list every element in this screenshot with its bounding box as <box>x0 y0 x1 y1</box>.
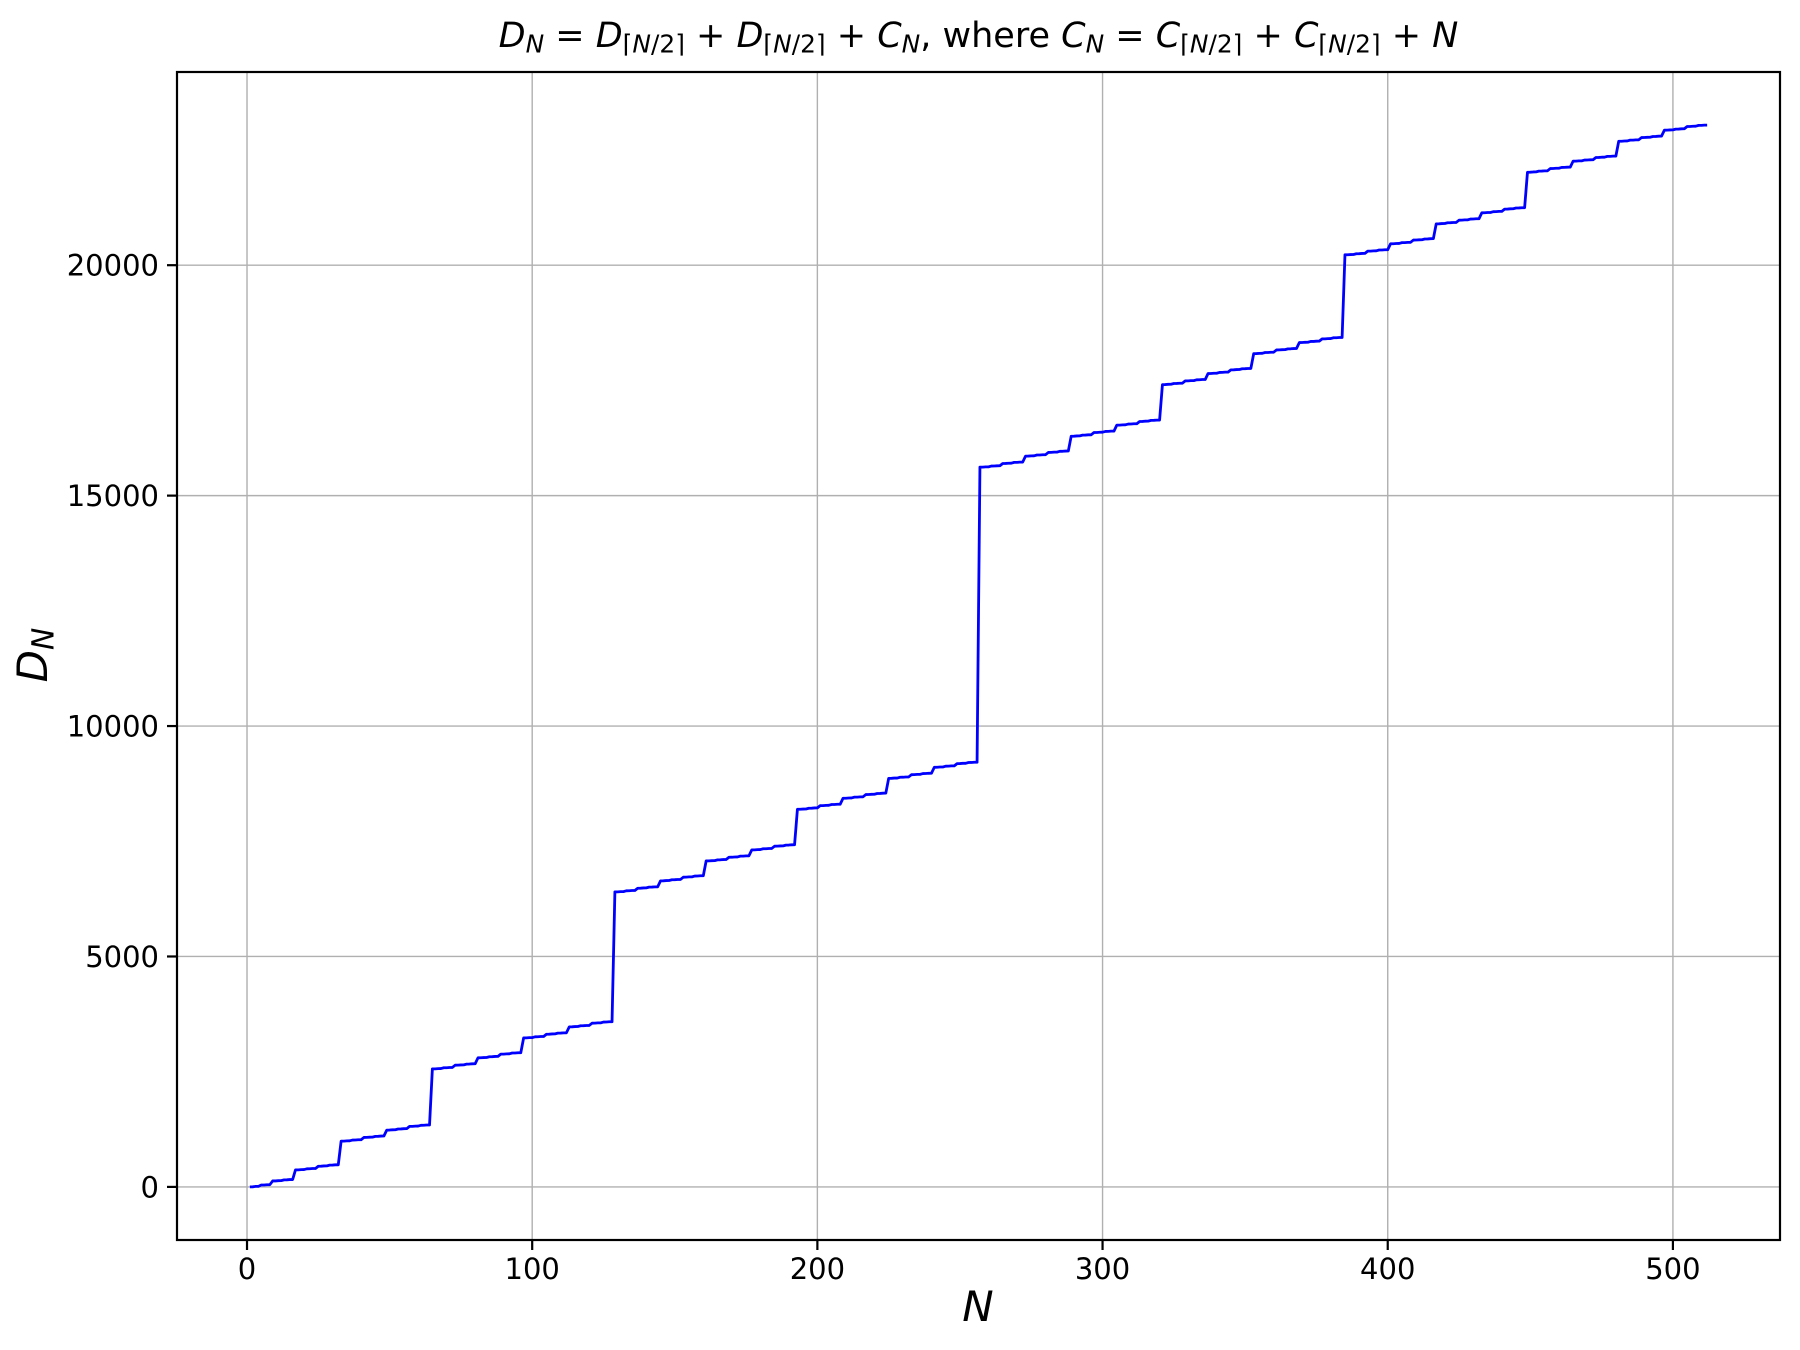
y-tick-label: 5000 <box>85 940 159 974</box>
math-segment: N <box>632 29 651 59</box>
math-segment: ⌈ <box>763 29 774 59</box>
math-segment: ⌉ <box>675 29 685 59</box>
math-segment: /2 <box>651 29 676 59</box>
math-segment: + <box>1242 16 1294 56</box>
math-segment: D <box>736 16 764 56</box>
math-segment: N <box>1189 29 1209 59</box>
y-axis-label: DN <box>8 560 62 750</box>
x-tick-label: 100 <box>505 1252 560 1286</box>
math-segment: C <box>1293 16 1319 56</box>
math-segment: = <box>1104 16 1156 56</box>
math-segment: + <box>1380 16 1433 56</box>
math-segment: ⌈ <box>1180 29 1190 59</box>
math-segment: , where <box>920 16 1062 56</box>
y-tick-label: 15000 <box>67 479 159 513</box>
math-segment: + <box>825 16 878 56</box>
math-segment: N <box>1328 29 1347 59</box>
math-segment: N <box>901 29 921 59</box>
math-segment: N <box>1085 29 1105 59</box>
math-segment: C <box>877 16 902 56</box>
math-segment: C <box>1155 16 1181 56</box>
math-segment: + <box>684 16 737 56</box>
math-segment: N <box>962 1282 994 1331</box>
y-tick-label: 20000 <box>67 249 159 283</box>
math-segment: = <box>544 16 596 56</box>
y-tick-label: 0 <box>141 1170 159 1204</box>
math-segment: D <box>8 649 57 683</box>
x-tick-label: 400 <box>1360 1252 1415 1286</box>
x-tick-label: 300 <box>1075 1252 1130 1286</box>
math-segment: ⌈ <box>622 29 633 59</box>
math-segment: /2 <box>1346 29 1371 59</box>
math-segment: ⌉ <box>815 29 826 59</box>
math-segment: N <box>26 627 62 650</box>
chart-title: DN = D⌈N/2⌉ + D⌈N/2⌉ + CN, where CN = C⌈… <box>177 16 1780 72</box>
math-segment: N <box>1432 16 1459 56</box>
y-tick-label: 10000 <box>67 709 159 743</box>
math-segment: N <box>773 29 792 59</box>
math-segment: /2 <box>1208 29 1233 59</box>
math-segment: /2 <box>791 29 816 59</box>
math-segment: ⌈ <box>1318 29 1329 59</box>
math-segment: C <box>1061 16 1086 56</box>
x-axis-label: N <box>778 1282 1178 1336</box>
data-line <box>249 123 1708 1189</box>
math-segment: ⌉ <box>1370 29 1381 59</box>
math-segment: ⌉ <box>1232 29 1243 59</box>
x-tick-label: 500 <box>1645 1252 1700 1286</box>
x-tick-label: 0 <box>238 1252 256 1286</box>
math-segment: D <box>498 16 526 56</box>
math-segment: D <box>595 16 623 56</box>
axes-spines <box>175 70 1782 1242</box>
math-segment: N <box>525 29 545 59</box>
x-tick-label: 200 <box>790 1252 845 1286</box>
